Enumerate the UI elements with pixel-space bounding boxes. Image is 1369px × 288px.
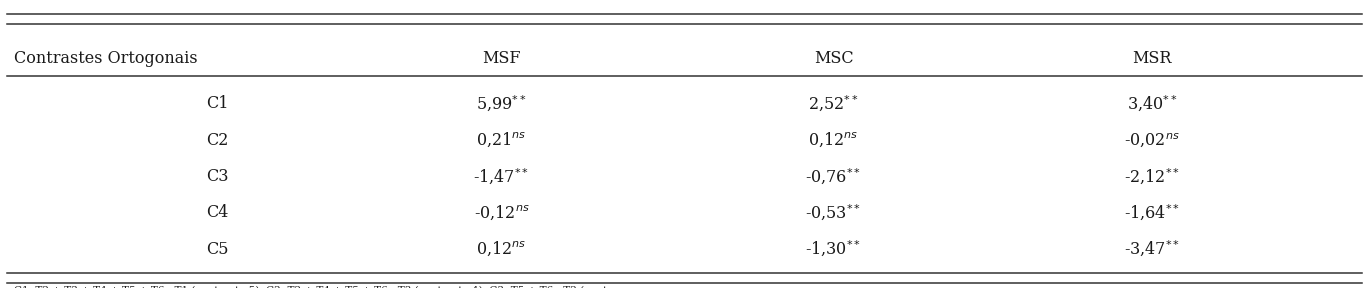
Text: C1: C1 <box>205 95 229 112</box>
Text: -1,30$^{**}$: -1,30$^{**}$ <box>805 239 861 259</box>
Text: 5,99$^{**}$: 5,99$^{**}$ <box>476 94 527 114</box>
Text: -3,47$^{**}$: -3,47$^{**}$ <box>1124 239 1180 259</box>
Text: -0,53$^{**}$: -0,53$^{**}$ <box>805 203 861 223</box>
Text: MSF: MSF <box>482 50 520 67</box>
Text: C5: C5 <box>205 241 229 258</box>
Text: 3,40$^{**}$: 3,40$^{**}$ <box>1127 94 1177 114</box>
Text: -1,64$^{**}$: -1,64$^{**}$ <box>1124 203 1180 223</box>
Text: -1,47$^{**}$: -1,47$^{**}$ <box>474 166 530 187</box>
Text: C4: C4 <box>205 204 229 221</box>
Text: 2,52$^{**}$: 2,52$^{**}$ <box>808 94 858 114</box>
Text: 0,12$^{ns}$: 0,12$^{ns}$ <box>476 240 527 258</box>
Text: C3: C3 <box>205 168 229 185</box>
Text: 0,21$^{ns}$: 0,21$^{ns}$ <box>476 131 527 149</box>
Text: 0,12$^{ns}$: 0,12$^{ns}$ <box>808 131 858 149</box>
Text: -0,76$^{**}$: -0,76$^{**}$ <box>805 166 861 187</box>
Text: -2,12$^{**}$: -2,12$^{**}$ <box>1124 166 1180 187</box>
Text: -0,12$^{ns}$: -0,12$^{ns}$ <box>474 204 530 222</box>
Text: C1: T2 + T3 + T4 + T5 + T6 - T1 (contraste 5); C2: T2 + T4 + T5 + T6 - T3 (contr: C1: T2 + T3 + T4 + T5 + T6 - T1 (contras… <box>14 285 620 288</box>
Text: C2: C2 <box>205 132 229 149</box>
Text: Contrastes Ortogonais: Contrastes Ortogonais <box>14 50 197 67</box>
Text: -0,02$^{ns}$: -0,02$^{ns}$ <box>1124 131 1180 149</box>
Text: MSR: MSR <box>1132 50 1172 67</box>
Text: MSC: MSC <box>813 50 853 67</box>
